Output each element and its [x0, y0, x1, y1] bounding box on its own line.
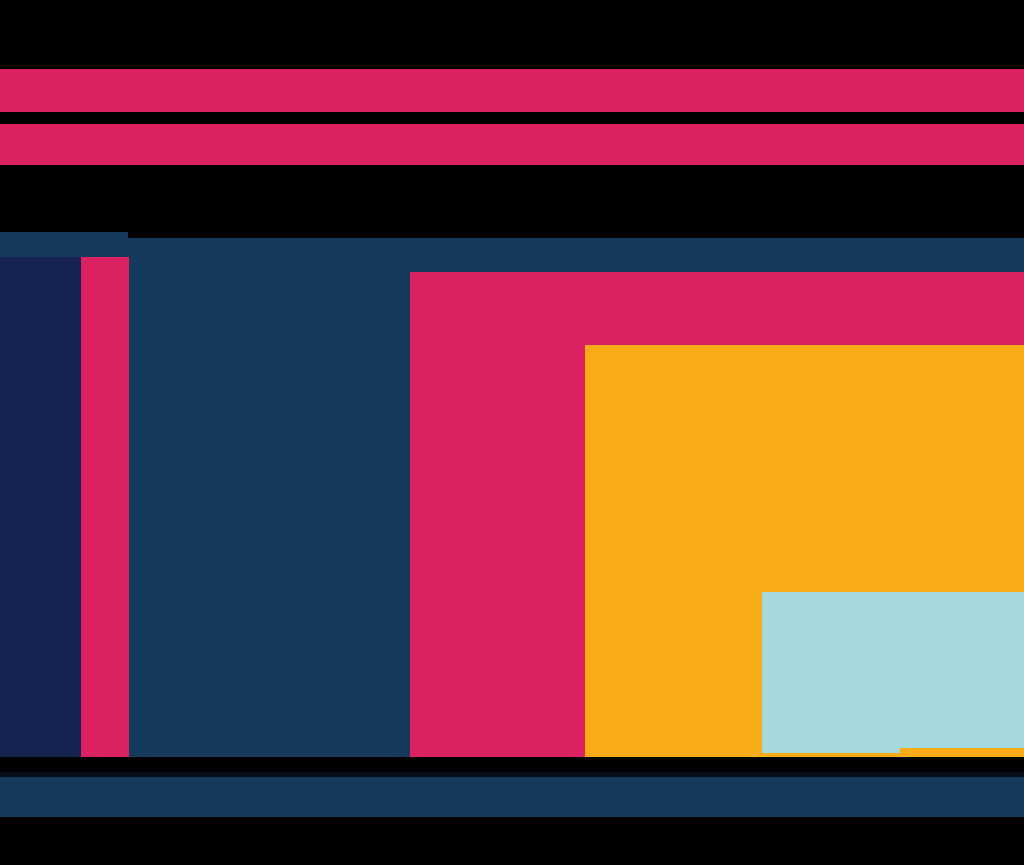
header-accent-bar-secondary — [0, 124, 1024, 165]
pink-column-left-bar[interactable] — [81, 257, 129, 757]
teal-column-step-bar[interactable] — [762, 748, 900, 753]
navy-column-bar[interactable] — [0, 257, 81, 757]
footer-divider — [0, 772, 1024, 777]
teal-column-bar[interactable] — [762, 592, 1024, 748]
footer-bar[interactable] — [0, 777, 1024, 817]
header-accent-bar-primary — [0, 69, 1024, 112]
panel-top-notch — [128, 232, 1024, 238]
